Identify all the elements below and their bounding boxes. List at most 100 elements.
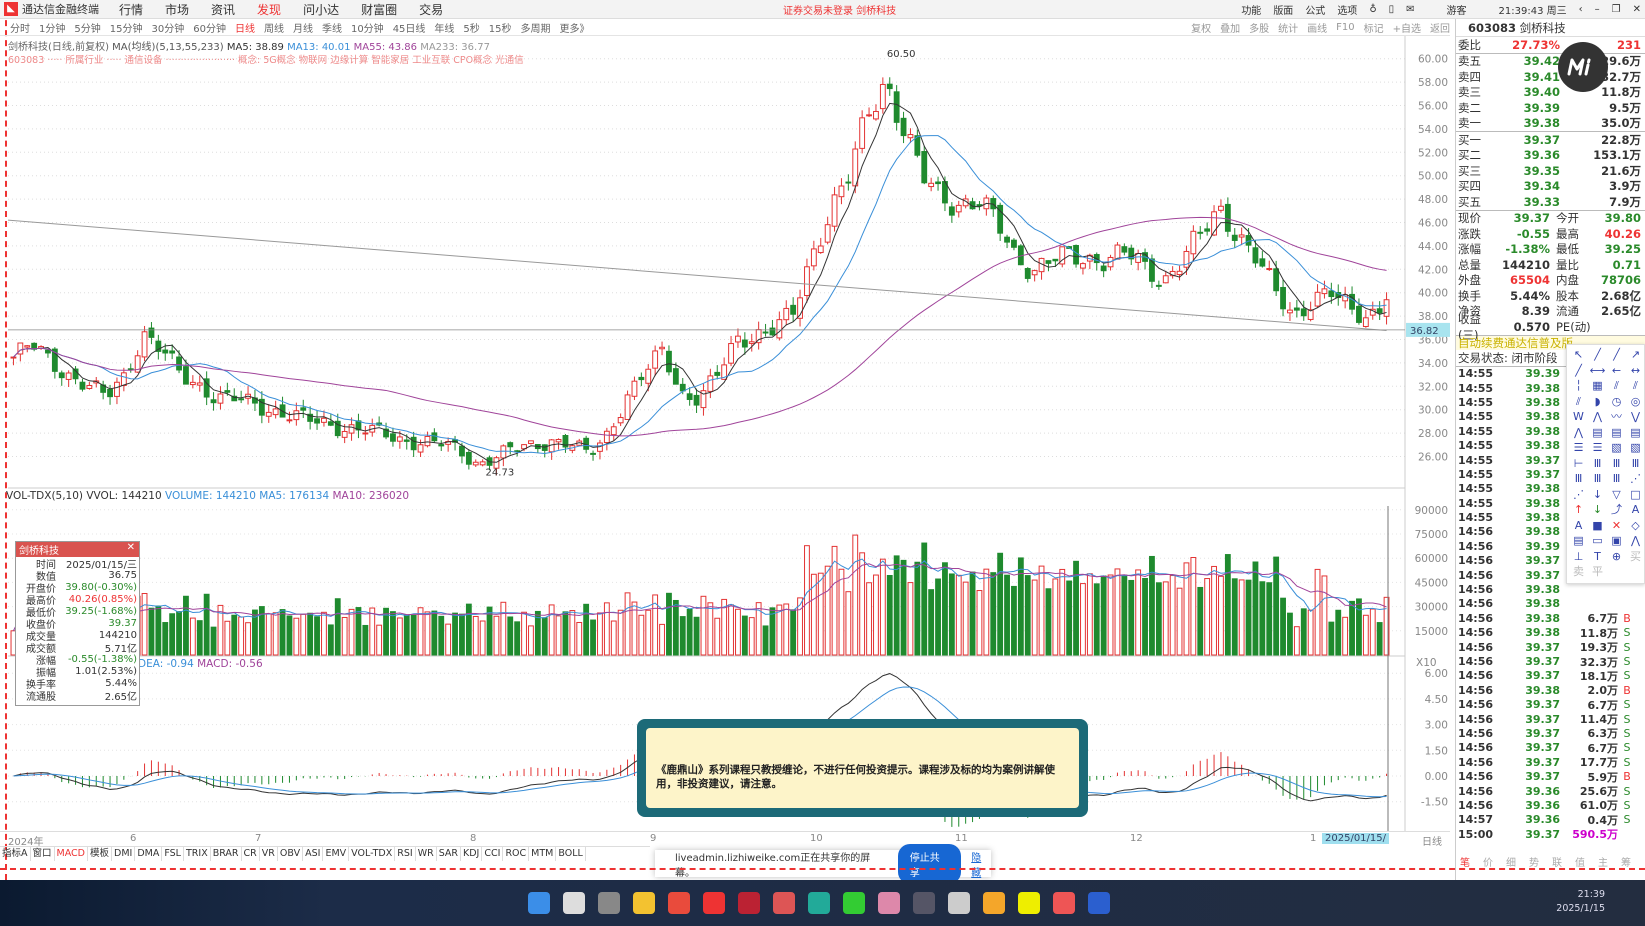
draw-tool-icon[interactable]: ▦ bbox=[1592, 379, 1603, 392]
taskbar-app-icon[interactable] bbox=[808, 892, 830, 914]
draw-tool-icon[interactable]: ╱ bbox=[1613, 348, 1620, 361]
ma-label[interactable]: MA(均线)(5,13,55,233) bbox=[112, 42, 224, 53]
draw-tool-icon[interactable]: T bbox=[1594, 549, 1601, 563]
indicator-tab[interactable]: RSI bbox=[395, 847, 416, 861]
period-16[interactable]: 更多》 bbox=[559, 23, 590, 35]
draw-tool-icon[interactable]: □ bbox=[1630, 487, 1641, 501]
draw-tool-icon[interactable]: ↓ bbox=[1592, 503, 1603, 516]
draw-tool-icon[interactable]: ↑ bbox=[1573, 503, 1584, 516]
data-popup[interactable]: 剑桥科技 ✕ 时间 2025/01/15/三 数值 36.75 开盘价 39.80(-0.3… bbox=[15, 541, 140, 706]
draw-tool-icon[interactable]: ▣ bbox=[1611, 534, 1622, 547]
menu-news[interactable]: 资讯 bbox=[211, 2, 236, 17]
draw-tool-icon[interactable]: W bbox=[1573, 410, 1584, 423]
panel-tab[interactable]: 细 bbox=[1506, 858, 1516, 869]
draw-tool-icon[interactable]: ▤ bbox=[1592, 425, 1603, 439]
draw-tool-label[interactable]: 买 bbox=[1630, 549, 1641, 563]
tool-1[interactable]: 叠加 bbox=[1220, 24, 1241, 35]
taskbar-app-icon[interactable] bbox=[703, 892, 725, 914]
taskbar-app-icon[interactable] bbox=[1018, 892, 1040, 914]
draw-tool-icon[interactable]: ╱ bbox=[1594, 348, 1601, 361]
indicator-tab[interactable]: DMI bbox=[112, 847, 136, 861]
draw-tool-icon[interactable]: A bbox=[1631, 503, 1640, 516]
bulb-icon[interactable]: ♁ bbox=[1369, 3, 1377, 15]
taskbar-app-icon[interactable] bbox=[738, 892, 760, 914]
draw-tool-icon[interactable]: ◎ bbox=[1630, 394, 1641, 408]
login-notice[interactable]: 证券交易未登录 剑桥科技 bbox=[783, 5, 897, 17]
tool-3[interactable]: 统计 bbox=[1278, 24, 1299, 35]
indicator-tab[interactable]: DMA bbox=[135, 847, 163, 861]
draw-tool-icon[interactable]: ╎ bbox=[1575, 379, 1582, 392]
draw-tool-icon[interactable]: ▧ bbox=[1630, 441, 1641, 454]
stop-share-button[interactable]: 停止共享 bbox=[897, 843, 962, 884]
panel-tab[interactable]: 联 bbox=[1552, 858, 1562, 869]
draw-tool-icon[interactable]: ⋰ bbox=[1630, 472, 1641, 485]
drawing-toolbar[interactable]: ↖ ╱ ╱ ↗ ╱ ⟷ ← ↔ ╎ ▦ ⫽ ⫽ ⫽ ◗ ◷ ◎ W ⋀ 〰 ⋁ ⋀ ▤ ▤ ▤ ☰ ☰ ▧ ▧ ⊢ Ⅲ Ⅲ Ⅲ Ⅲ Ⅲ Ⅲ ⋰ ⋰ ↓ ▽ □… bbox=[1566, 344, 1645, 584]
period-4[interactable]: 30分钟 bbox=[151, 23, 185, 35]
draw-tool-icon[interactable]: ▤ bbox=[1611, 425, 1622, 439]
draw-tool-icon[interactable]: ▤ bbox=[1630, 425, 1641, 439]
draw-tool-icon[interactable]: ⫽ bbox=[1614, 379, 1619, 392]
tool-4[interactable]: 画线 bbox=[1307, 24, 1328, 35]
draw-tool-label[interactable]: 卖 bbox=[1573, 565, 1584, 578]
menu-formula[interactable]: 公式 bbox=[1305, 5, 1326, 17]
back-icon[interactable]: ‹ bbox=[1578, 3, 1583, 15]
taskbar-app-icon[interactable] bbox=[1053, 892, 1075, 914]
menu-options[interactable]: 选项 bbox=[1337, 5, 1358, 17]
taskbar-app-icon[interactable] bbox=[983, 892, 1005, 914]
draw-tool-icon[interactable]: Ⅲ bbox=[1612, 472, 1621, 485]
indicator-tab[interactable]: 模板 bbox=[88, 847, 113, 861]
popup-close-icon[interactable]: ✕ bbox=[126, 542, 135, 553]
draw-tool-icon[interactable]: ⊥ bbox=[1573, 549, 1584, 563]
period-3[interactable]: 15分钟 bbox=[109, 23, 143, 35]
draw-tool-icon[interactable]: ↖ bbox=[1573, 348, 1584, 361]
period-2[interactable]: 5分钟 bbox=[74, 23, 101, 35]
period-14[interactable]: 15秒 bbox=[488, 23, 512, 35]
draw-tool-icon[interactable]: ╱ bbox=[1575, 363, 1582, 377]
draw-tool-icon[interactable]: ⫽ bbox=[1576, 394, 1581, 408]
draw-tool-icon[interactable]: ▭ bbox=[1592, 534, 1603, 547]
indicator-tab[interactable]: MACD bbox=[55, 847, 88, 861]
draw-tool-icon[interactable]: ⟷ bbox=[1589, 363, 1606, 377]
draw-tool-icon[interactable]: ↗ bbox=[1630, 348, 1641, 361]
taskbar-app-icon[interactable] bbox=[843, 892, 865, 914]
draw-tool-icon[interactable]: ↓ bbox=[1592, 487, 1603, 501]
panel-tab[interactable]: 笔 bbox=[1460, 858, 1470, 869]
period-15[interactable]: 多周期 bbox=[520, 23, 551, 35]
taskbar-app-icon[interactable] bbox=[1088, 892, 1110, 914]
panel-tab[interactable]: 主 bbox=[1598, 858, 1608, 869]
draw-tool-icon[interactable]: Ⅲ bbox=[1612, 456, 1621, 470]
indicator-tab[interactable]: VR bbox=[260, 847, 278, 861]
message-icon[interactable]: ✉ bbox=[1406, 3, 1415, 15]
menu-discover[interactable]: 发现 bbox=[257, 2, 282, 17]
taskbar-app-icon[interactable] bbox=[878, 892, 900, 914]
indicator-tab[interactable]: MTM bbox=[529, 847, 557, 861]
period-1[interactable]: 1分钟 bbox=[39, 23, 66, 35]
draw-tool-label[interactable]: 平 bbox=[1592, 565, 1603, 578]
tool-5[interactable]: F10 bbox=[1336, 22, 1355, 33]
vol-indicator-name[interactable]: VOL-TDX(5,10) bbox=[6, 490, 84, 502]
phone-icon[interactable]: ▯ bbox=[1388, 3, 1395, 15]
minimize-icon[interactable]: – bbox=[1594, 3, 1600, 15]
draw-tool-icon[interactable]: ▽ bbox=[1612, 487, 1621, 501]
period-13[interactable]: 5秒 bbox=[463, 23, 480, 35]
indicator-tab[interactable]: FSL bbox=[162, 847, 184, 861]
draw-tool-icon[interactable]: Ⅲ bbox=[1593, 456, 1602, 470]
hide-share-link[interactable]: 隐藏 bbox=[971, 852, 982, 879]
draw-tool-icon[interactable]: ▤ bbox=[1573, 534, 1584, 547]
indicator-tab[interactable]: ASI bbox=[303, 847, 324, 861]
draw-tool-icon[interactable]: Ⅲ bbox=[1631, 456, 1640, 470]
menu-trade[interactable]: 交易 bbox=[419, 2, 444, 17]
draw-tool-icon[interactable]: ▧ bbox=[1611, 441, 1622, 454]
draw-tool-icon[interactable]: ◷ bbox=[1611, 394, 1622, 408]
indicator-tab[interactable]: 窗口 bbox=[31, 847, 55, 861]
panel-tab[interactable]: 价 bbox=[1483, 858, 1493, 869]
draw-tool-icon[interactable]: ⊕ bbox=[1611, 549, 1622, 563]
draw-tool-icon[interactable]: ◗ bbox=[1594, 394, 1601, 408]
period-8[interactable]: 月线 bbox=[292, 23, 313, 35]
draw-tool-icon[interactable]: ⊢ bbox=[1573, 456, 1584, 470]
draw-tool-icon[interactable]: 〰 bbox=[1611, 410, 1622, 423]
period-0[interactable]: 分时 bbox=[10, 23, 30, 35]
menu-ask[interactable]: 问小达 bbox=[303, 2, 340, 17]
taskbar-app-icon[interactable] bbox=[598, 892, 620, 914]
indicator-tab[interactable]: 指标A bbox=[0, 847, 31, 861]
